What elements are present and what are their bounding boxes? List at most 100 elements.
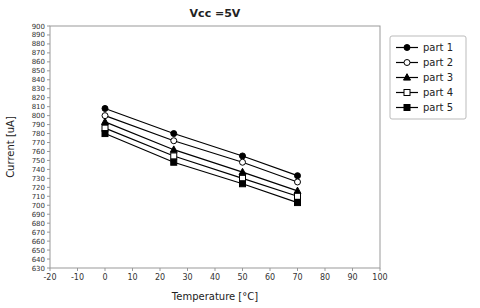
y-tick: [47, 34, 50, 35]
point: [294, 187, 301, 193]
point: [240, 181, 246, 187]
x-tick-label: 40: [210, 273, 220, 282]
series-line: [105, 108, 298, 175]
y-tick-label: 850: [32, 67, 45, 75]
x-tick: [352, 268, 353, 271]
series: [102, 125, 301, 199]
legend-label: part 4: [423, 87, 453, 98]
y-tick: [47, 250, 50, 251]
point: [295, 179, 301, 185]
x-tick-label: 90: [347, 273, 357, 282]
y-tick: [47, 52, 50, 53]
y-tick-label: 670: [32, 229, 45, 237]
x-tick: [187, 268, 188, 271]
x-tick: [380, 268, 381, 271]
point: [102, 105, 108, 111]
title: Vcc =5V: [190, 7, 241, 20]
y-tick-label: 650: [32, 247, 45, 255]
y-tick: [47, 43, 50, 44]
y-tick: [47, 79, 50, 80]
x-tick: [297, 268, 298, 271]
y-tick-label: 800: [32, 112, 45, 120]
y-tick-label: 790: [32, 121, 45, 129]
x-tick: [242, 268, 243, 271]
y-tick: [47, 223, 50, 224]
series-line: [105, 134, 298, 203]
point: [171, 138, 177, 144]
point: [295, 173, 301, 179]
point: [240, 159, 246, 165]
legend-label: part 3: [423, 72, 453, 83]
point: [171, 159, 177, 165]
x-tick-label: -20: [43, 273, 56, 282]
axes: -20-100102030405060708090100630640650660…: [32, 23, 388, 283]
y-tick-label: 860: [32, 58, 45, 66]
x-tick-label: 50: [237, 273, 247, 282]
y-tick-label: 750: [32, 157, 45, 165]
x-tick: [132, 268, 133, 271]
y-tick-label: 890: [32, 31, 45, 39]
y-tick-label: 630: [32, 265, 45, 273]
legend-marker: [404, 45, 410, 51]
y-tick: [47, 214, 50, 215]
x-tick: [325, 268, 326, 271]
legend-marker: [404, 90, 410, 96]
series-line: [105, 116, 298, 182]
legend: part 1part 2part 3part 4part 5: [390, 36, 466, 119]
x-tick-label: 20: [155, 273, 165, 282]
y-tick-label: 840: [32, 76, 45, 84]
y-tick-label: 680: [32, 220, 45, 228]
y-tick: [47, 241, 50, 242]
y-tick: [47, 160, 50, 161]
y-tick-label: 660: [32, 238, 45, 246]
series: [102, 105, 301, 178]
y-tick-label: 760: [32, 148, 45, 156]
y-tick-label: 730: [32, 175, 45, 183]
y-tick: [47, 205, 50, 206]
x-tick: [77, 268, 78, 271]
y-tick: [47, 187, 50, 188]
point: [239, 168, 246, 174]
y-tick: [47, 124, 50, 125]
legend-marker: [404, 60, 410, 66]
point: [170, 146, 177, 152]
y-tick: [47, 106, 50, 107]
y-tick-label: 740: [32, 166, 45, 174]
x-tick-label: 80: [320, 273, 330, 282]
y-tick-label: 640: [32, 256, 45, 264]
chart: -20-100102030405060708090100630640650660…: [0, 0, 480, 308]
y-tick-label: 900: [32, 23, 45, 31]
x-tick: [105, 268, 106, 271]
series: [102, 118, 302, 193]
plot-frame: [50, 26, 380, 268]
legend-frame: [390, 36, 466, 119]
y-tick: [47, 26, 50, 27]
x-tick-label: 100: [372, 273, 387, 282]
point: [102, 131, 108, 137]
series: [102, 131, 301, 206]
x-tick-label: -10: [71, 273, 84, 282]
y-tick: [47, 259, 50, 260]
y-tick-label: 880: [32, 40, 45, 48]
plot-data: [102, 105, 302, 205]
y-tick-label: 780: [32, 130, 45, 138]
y-tick: [47, 142, 50, 143]
y-tick: [47, 88, 50, 89]
y-tick-label: 820: [32, 94, 45, 102]
y-tick: [47, 232, 50, 233]
x-tick: [270, 268, 271, 271]
x-tick-label: 30: [182, 273, 192, 282]
y-axis-label: Current [uA]: [5, 116, 16, 178]
y-tick: [47, 169, 50, 170]
y-tick: [47, 70, 50, 71]
point: [295, 193, 301, 199]
point: [295, 200, 301, 206]
legend-marker: [404, 74, 411, 80]
y-tick: [47, 115, 50, 116]
y-tick-label: 700: [32, 202, 45, 210]
y-tick: [47, 268, 50, 269]
y-tick-label: 720: [32, 184, 45, 192]
y-tick-label: 870: [32, 49, 45, 57]
series: [102, 113, 301, 185]
legend-label: part 1: [423, 42, 453, 53]
